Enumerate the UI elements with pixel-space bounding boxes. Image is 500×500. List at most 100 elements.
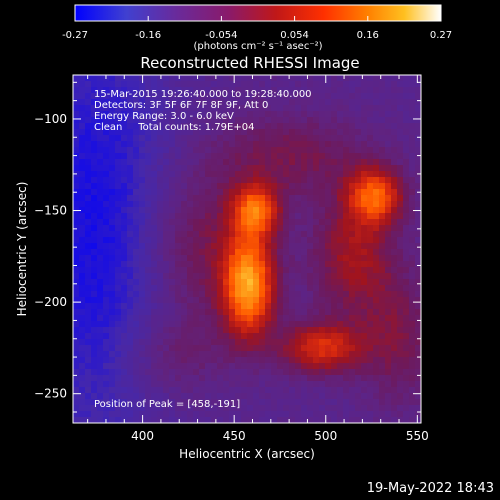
heatmap-cell bbox=[97, 351, 104, 358]
heatmap-cell bbox=[379, 183, 386, 190]
heatmap-cell bbox=[331, 183, 338, 190]
heatmap-cell bbox=[133, 333, 140, 340]
heatmap-cell bbox=[313, 351, 320, 358]
heatmap-cell bbox=[121, 99, 128, 106]
heatmap-cell bbox=[139, 375, 146, 382]
heatmap-cell bbox=[277, 189, 284, 196]
heatmap-cell bbox=[319, 255, 326, 262]
heatmap-cell bbox=[253, 279, 260, 286]
heatmap-cell bbox=[313, 285, 320, 292]
heatmap-cell bbox=[415, 417, 421, 423]
heatmap-cell bbox=[415, 309, 421, 316]
heatmap-cell bbox=[409, 375, 416, 382]
heatmap-cell bbox=[367, 153, 374, 160]
heatmap-cell bbox=[109, 123, 116, 130]
heatmap-cell bbox=[199, 93, 206, 100]
heatmap-cell bbox=[181, 303, 188, 310]
heatmap-cell bbox=[253, 147, 260, 154]
heatmap-cell bbox=[295, 225, 302, 232]
heatmap-cell bbox=[175, 399, 182, 406]
heatmap-cell bbox=[319, 369, 326, 376]
heatmap-cell bbox=[97, 411, 104, 418]
heatmap-cell bbox=[253, 195, 260, 202]
heatmap-cell bbox=[403, 147, 410, 154]
heatmap-cell bbox=[271, 213, 278, 220]
heatmap-cell bbox=[259, 153, 266, 160]
heatmap-cell bbox=[139, 339, 146, 346]
heatmap-cell bbox=[265, 111, 272, 118]
heatmap-cell bbox=[409, 225, 416, 232]
heatmap-cell bbox=[199, 207, 206, 214]
heatmap-cell bbox=[349, 165, 356, 172]
heatmap-cell bbox=[325, 87, 332, 94]
heatmap-cell bbox=[235, 279, 242, 286]
heatmap-cell bbox=[409, 303, 416, 310]
heatmap-cell bbox=[85, 87, 92, 94]
heatmap-cell bbox=[379, 321, 386, 328]
heatmap-cell bbox=[247, 189, 254, 196]
heatmap-cell bbox=[343, 213, 350, 220]
heatmap-cell bbox=[265, 381, 272, 388]
heatmap-cell bbox=[373, 255, 380, 262]
heatmap-cell bbox=[379, 159, 386, 166]
heatmap-cell bbox=[211, 201, 218, 208]
heatmap-cell bbox=[217, 147, 224, 154]
x-tick-label: 450 bbox=[223, 429, 246, 443]
heatmap-cell bbox=[241, 219, 248, 226]
heatmap-cell bbox=[265, 135, 272, 142]
heatmap-cell bbox=[289, 177, 296, 184]
heatmap-cell bbox=[325, 111, 332, 118]
heatmap-cell bbox=[175, 153, 182, 160]
heatmap-cell bbox=[379, 261, 386, 268]
heatmap-cell bbox=[163, 201, 170, 208]
heatmap-cell bbox=[145, 333, 152, 340]
heatmap-cell bbox=[325, 333, 332, 340]
heatmap-cell bbox=[133, 357, 140, 364]
heatmap-cell bbox=[277, 357, 284, 364]
heatmap-cell bbox=[379, 303, 386, 310]
heatmap-cell bbox=[325, 369, 332, 376]
heatmap-cell bbox=[73, 117, 80, 124]
heatmap-cell bbox=[379, 231, 386, 238]
heatmap-cell bbox=[151, 93, 158, 100]
heatmap-cell bbox=[241, 291, 248, 298]
heatmap-cell bbox=[163, 99, 170, 106]
heatmap-cell bbox=[325, 393, 332, 400]
heatmap-cell bbox=[385, 279, 392, 286]
heatmap-cell bbox=[343, 417, 350, 423]
heatmap-cell bbox=[175, 201, 182, 208]
heatmap-cell bbox=[169, 213, 176, 220]
heatmap-cell bbox=[277, 297, 284, 304]
heatmap-cell bbox=[205, 117, 212, 124]
heatmap-cell bbox=[163, 291, 170, 298]
heatmap-cell bbox=[109, 99, 116, 106]
heatmap-cell bbox=[91, 249, 98, 256]
heatmap-cell bbox=[235, 165, 242, 172]
heatmap-cell bbox=[295, 393, 302, 400]
heatmap-cell bbox=[91, 327, 98, 334]
heatmap-cell bbox=[241, 123, 248, 130]
heatmap-cell bbox=[259, 141, 266, 148]
heatmap-cell bbox=[415, 369, 421, 376]
heatmap-cell bbox=[391, 93, 398, 100]
heatmap-cell bbox=[169, 297, 176, 304]
heatmap-cell bbox=[253, 75, 260, 82]
heatmap-cell bbox=[79, 129, 86, 136]
heatmap-cell bbox=[181, 375, 188, 382]
heatmap-cell bbox=[127, 315, 134, 322]
heatmap-cell bbox=[217, 285, 224, 292]
heatmap-cell bbox=[145, 309, 152, 316]
heatmap-cell bbox=[325, 381, 332, 388]
heatmap-cell bbox=[163, 375, 170, 382]
heatmap-cell bbox=[169, 399, 176, 406]
heatmap-cell bbox=[247, 327, 254, 334]
heatmap-cell bbox=[151, 231, 158, 238]
heatmap-cell bbox=[199, 201, 206, 208]
heatmap-cell bbox=[217, 201, 224, 208]
heatmap-cell bbox=[379, 393, 386, 400]
heatmap-cell bbox=[121, 135, 128, 142]
heatmap-cell bbox=[97, 333, 104, 340]
heatmap-cell bbox=[283, 87, 290, 94]
heatmap-cell bbox=[367, 351, 374, 358]
heatmap-cell bbox=[157, 165, 164, 172]
